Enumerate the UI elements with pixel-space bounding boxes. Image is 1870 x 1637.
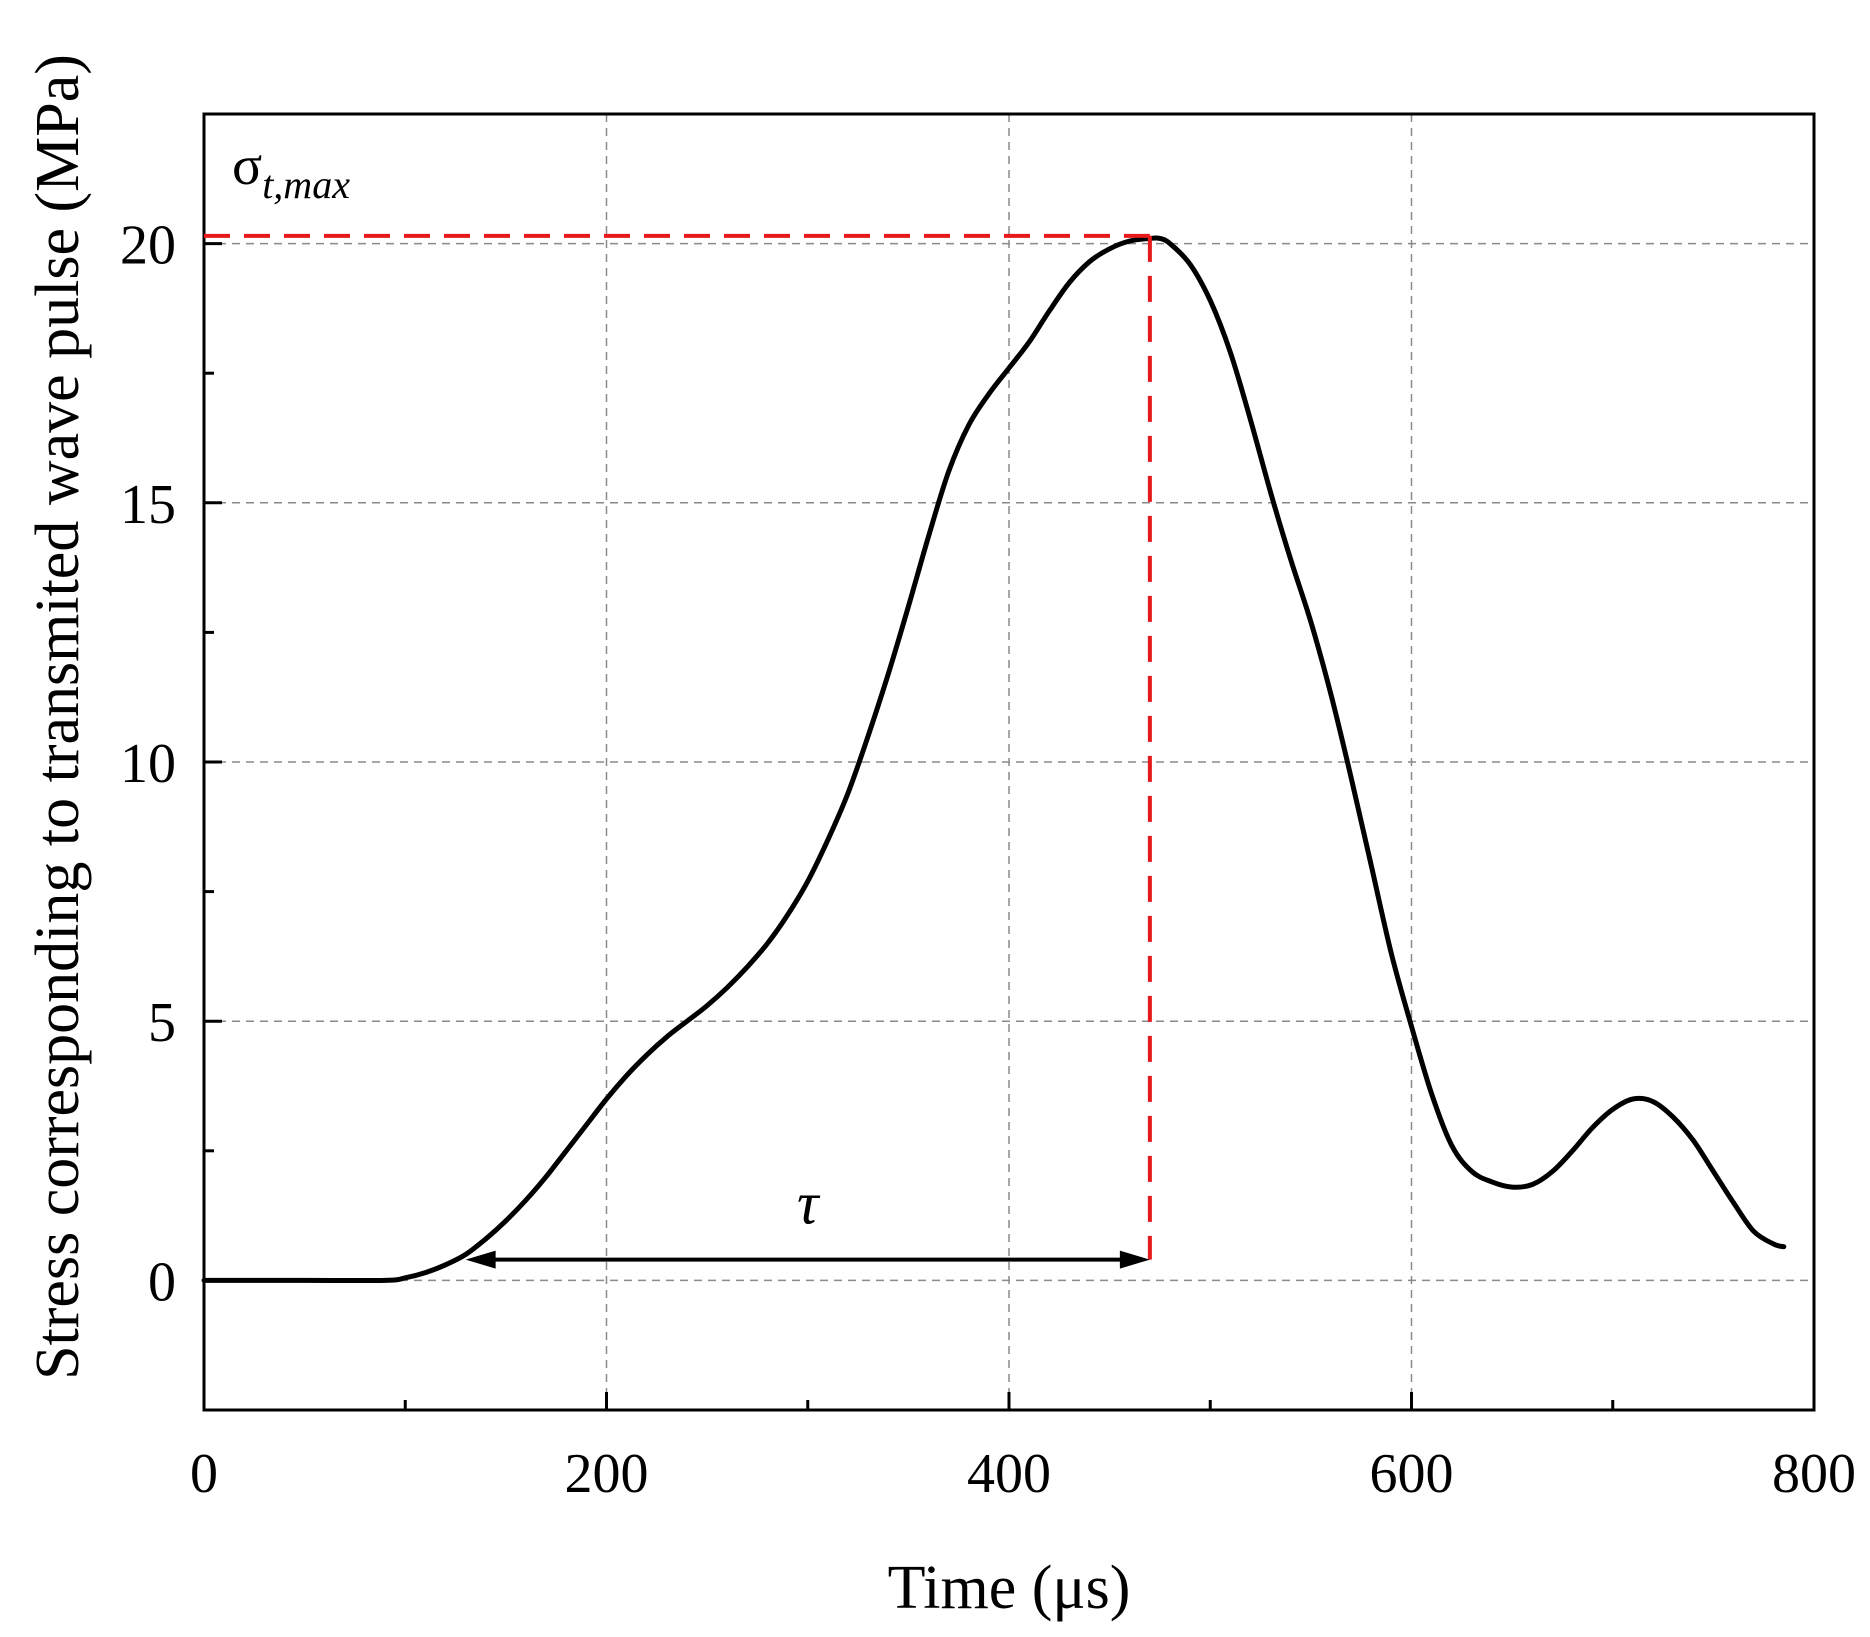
x-tick-label: 200 <box>565 1443 649 1505</box>
x-tick-label: 600 <box>1370 1443 1454 1505</box>
x-tick-label: 800 <box>1772 1443 1856 1505</box>
tick-labels: 0 200 400 600 800 0 5 10 15 20 <box>120 215 1856 1505</box>
tau-label: τ <box>797 1171 821 1237</box>
y-tick-label: 20 <box>120 215 176 277</box>
y-tick-label: 5 <box>148 992 176 1054</box>
grid <box>204 114 1814 1410</box>
x-tick-label: 400 <box>967 1443 1051 1505</box>
series-line <box>201 235 1787 1284</box>
peak-label-sigma: σ <box>232 135 262 197</box>
y-axis-title: Stress corresponding to transmited wave … <box>24 54 92 1380</box>
plot-frame <box>202 112 1816 1412</box>
x-axis-title: Time (μs) <box>888 1554 1131 1622</box>
y-tick-label: 0 <box>148 1251 176 1313</box>
peak-label-subscript: t,max <box>262 162 350 207</box>
peak-label: σt,max <box>232 135 350 207</box>
x-tick-label: 0 <box>190 1443 218 1505</box>
y-tick-label: 15 <box>120 474 176 536</box>
tau-arrow-left-head <box>465 1250 496 1269</box>
y-tick-label: 10 <box>120 733 176 795</box>
tau-arrow-right-head <box>1119 1250 1150 1269</box>
